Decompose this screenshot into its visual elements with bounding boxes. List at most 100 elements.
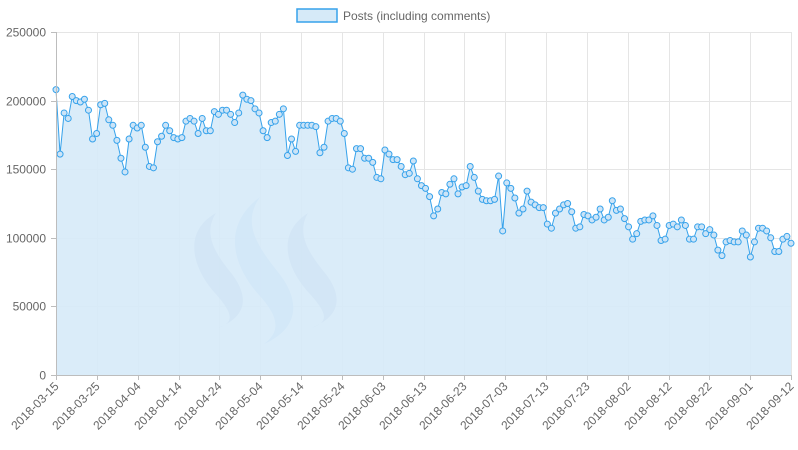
data-point[interactable] bbox=[718, 252, 726, 260]
data-point[interactable] bbox=[409, 157, 417, 165]
data-point[interactable] bbox=[446, 180, 454, 188]
data-point[interactable] bbox=[462, 182, 470, 190]
data-point[interactable] bbox=[547, 224, 555, 232]
data-point[interactable] bbox=[109, 121, 117, 129]
data-point[interactable] bbox=[105, 116, 113, 124]
data-point[interactable] bbox=[385, 150, 393, 158]
data-point[interactable] bbox=[194, 130, 202, 138]
data-point[interactable] bbox=[539, 204, 547, 212]
data-point[interactable] bbox=[93, 130, 101, 138]
data-point[interactable] bbox=[661, 235, 669, 243]
data-point[interactable] bbox=[279, 105, 287, 113]
data-point[interactable] bbox=[523, 187, 531, 195]
data-point[interactable] bbox=[450, 175, 458, 183]
data-point[interactable] bbox=[677, 216, 685, 224]
data-point[interactable] bbox=[231, 119, 239, 127]
data-point[interactable] bbox=[621, 215, 629, 223]
data-point[interactable] bbox=[251, 105, 259, 113]
data-point[interactable] bbox=[56, 150, 64, 158]
data-point[interactable] bbox=[214, 110, 222, 118]
data-point[interactable] bbox=[247, 97, 255, 105]
data-point[interactable] bbox=[604, 213, 612, 221]
data-point[interactable] bbox=[507, 184, 515, 192]
data-point[interactable] bbox=[198, 114, 206, 122]
data-point[interactable] bbox=[466, 162, 474, 170]
data-point[interactable] bbox=[783, 232, 791, 240]
data-point[interactable] bbox=[64, 114, 72, 122]
data-point[interactable] bbox=[288, 135, 296, 143]
data-point[interactable] bbox=[681, 221, 689, 229]
data-point[interactable] bbox=[434, 205, 442, 213]
data-point[interactable] bbox=[154, 138, 162, 146]
data-point[interactable] bbox=[397, 162, 405, 170]
data-point[interactable] bbox=[645, 216, 653, 224]
data-point[interactable] bbox=[393, 156, 401, 164]
data-point[interactable] bbox=[137, 121, 145, 129]
data-point[interactable] bbox=[381, 146, 389, 154]
data-point[interactable] bbox=[430, 212, 438, 220]
data-point[interactable] bbox=[162, 121, 170, 129]
data-point[interactable] bbox=[616, 205, 624, 213]
data-point[interactable] bbox=[629, 235, 637, 243]
data-point[interactable] bbox=[422, 184, 430, 192]
data-point[interactable] bbox=[283, 151, 291, 159]
data-point[interactable] bbox=[474, 187, 482, 195]
data-point[interactable] bbox=[340, 130, 348, 138]
data-point[interactable] bbox=[503, 179, 511, 187]
data-point[interactable] bbox=[320, 143, 328, 151]
data-point[interactable] bbox=[734, 238, 742, 246]
data-point[interactable] bbox=[564, 200, 572, 207]
data-point[interactable] bbox=[596, 205, 604, 213]
data-point[interactable] bbox=[491, 195, 499, 203]
data-point[interactable] bbox=[787, 239, 795, 247]
data-point[interactable] bbox=[543, 220, 551, 228]
data-point[interactable] bbox=[121, 168, 129, 176]
data-point[interactable] bbox=[426, 193, 434, 201]
data-point[interactable] bbox=[68, 92, 76, 100]
data-point[interactable] bbox=[499, 227, 507, 235]
data-point[interactable] bbox=[117, 154, 125, 162]
data-point[interactable] bbox=[336, 117, 344, 125]
data-point[interactable] bbox=[316, 149, 324, 157]
data-point[interactable] bbox=[690, 235, 698, 243]
data-point[interactable] bbox=[235, 109, 243, 117]
data-point[interactable] bbox=[584, 212, 592, 220]
data-point[interactable] bbox=[357, 145, 365, 153]
data-point[interactable] bbox=[653, 221, 661, 229]
data-point[interactable] bbox=[60, 109, 68, 117]
data-point[interactable] bbox=[113, 136, 121, 144]
data-point[interactable] bbox=[714, 246, 722, 254]
data-point[interactable] bbox=[125, 135, 133, 143]
data-point[interactable] bbox=[80, 95, 88, 103]
data-point[interactable] bbox=[239, 91, 247, 99]
data-point[interactable] bbox=[369, 158, 377, 166]
data-point[interactable] bbox=[625, 223, 633, 231]
data-point[interactable] bbox=[158, 132, 166, 140]
data-point[interactable] bbox=[413, 175, 421, 183]
data-point[interactable] bbox=[702, 230, 710, 238]
data-point[interactable] bbox=[101, 99, 109, 107]
data-point[interactable] bbox=[767, 234, 775, 242]
data-point[interactable] bbox=[223, 106, 231, 114]
data-point[interactable] bbox=[190, 117, 198, 125]
data-point[interactable] bbox=[673, 223, 681, 231]
data-point[interactable] bbox=[710, 231, 718, 239]
data-point[interactable] bbox=[568, 208, 576, 216]
data-point[interactable] bbox=[556, 205, 564, 213]
data-point[interactable] bbox=[738, 227, 746, 235]
data-point[interactable] bbox=[271, 117, 279, 125]
data-point[interactable] bbox=[511, 194, 519, 202]
data-point[interactable] bbox=[178, 134, 186, 142]
data-point[interactable] bbox=[649, 212, 657, 220]
data-point[interactable] bbox=[515, 209, 523, 217]
data-point[interactable] bbox=[405, 169, 413, 177]
data-point[interactable] bbox=[263, 134, 271, 142]
data-point[interactable] bbox=[377, 175, 385, 183]
data-point[interactable] bbox=[470, 173, 478, 181]
data-point[interactable] bbox=[750, 238, 758, 246]
data-point[interactable] bbox=[275, 110, 283, 118]
data-point[interactable] bbox=[454, 190, 462, 198]
data-point[interactable] bbox=[292, 147, 300, 155]
data-point[interactable] bbox=[255, 109, 263, 117]
data-point[interactable] bbox=[775, 248, 783, 256]
